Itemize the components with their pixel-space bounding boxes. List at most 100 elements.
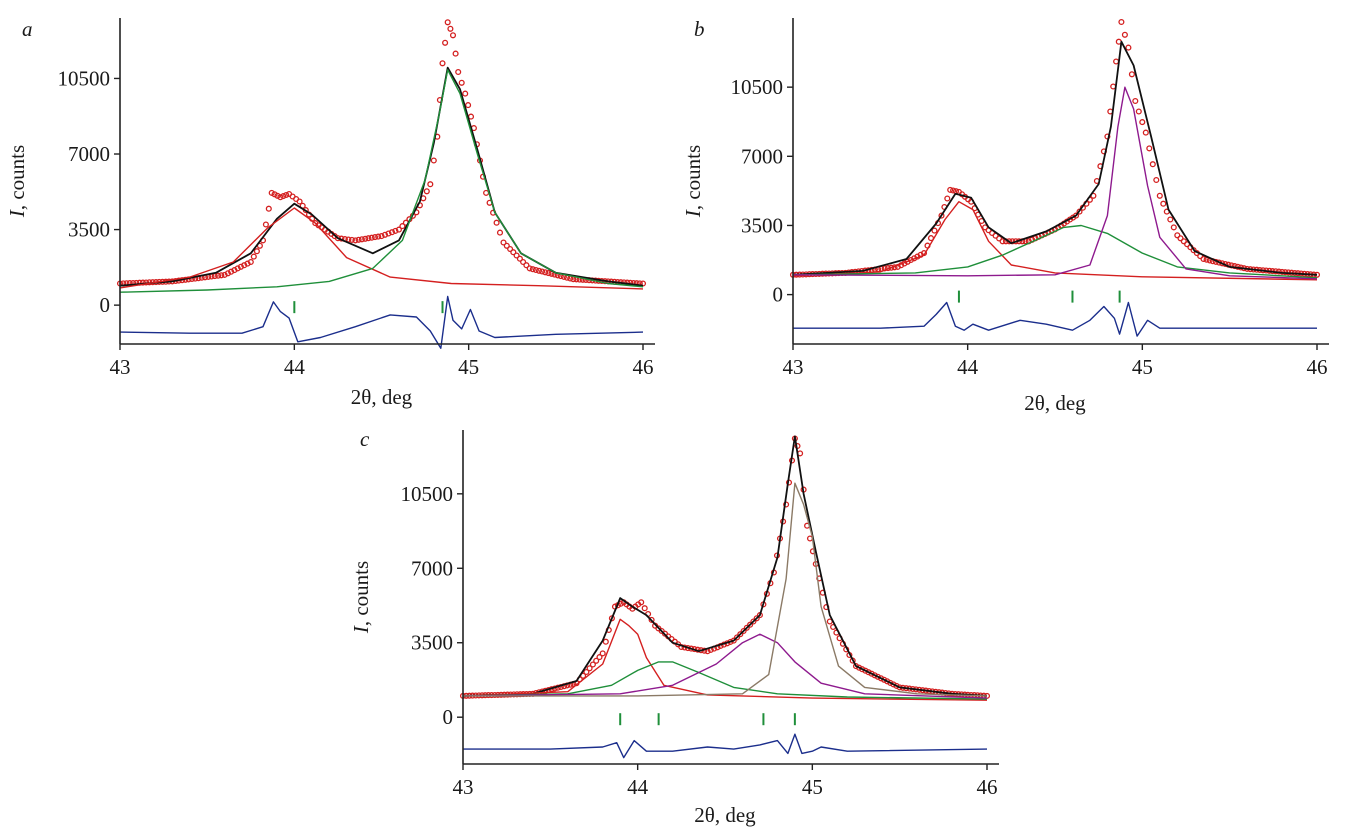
component-curve-5 — [463, 482, 988, 697]
observed-point — [268, 189, 275, 196]
component-curve-4 — [462, 633, 988, 699]
observed-point — [467, 113, 475, 120]
component-curve-2 — [462, 618, 988, 701]
y-tick-label: 10500 — [731, 75, 784, 99]
observed-point — [458, 79, 465, 86]
y-tick-label: 7000 — [411, 556, 453, 580]
x-tick-label: 45 — [458, 355, 479, 379]
observed-point — [884, 678, 891, 685]
observed-point — [247, 258, 254, 266]
x-tick-label: 45 — [1132, 355, 1153, 379]
panel-label: a — [22, 17, 33, 41]
observed-point — [265, 205, 272, 212]
observed-point — [375, 233, 382, 240]
y-tick-label: 0 — [443, 705, 454, 729]
observed-point — [999, 238, 1006, 245]
observed-point — [368, 234, 375, 241]
observed-point — [877, 675, 885, 682]
observed-point — [599, 650, 606, 657]
observed-point — [1113, 58, 1120, 65]
component-curve-3 — [462, 661, 988, 700]
observed-point — [1146, 145, 1153, 152]
y-tick-label: 3500 — [741, 213, 783, 237]
observed-point — [535, 267, 543, 274]
observed-point — [947, 186, 954, 193]
observed-point — [586, 665, 593, 672]
observed-point — [455, 68, 462, 76]
observed-points — [789, 18, 1321, 278]
observed-point — [1160, 200, 1167, 207]
y-axis-title-unit: , counts — [5, 145, 29, 210]
x-tick-label: 44 — [627, 775, 649, 799]
observed-point — [529, 266, 536, 273]
observed-point — [423, 188, 430, 195]
observed-point — [938, 212, 945, 219]
x-tick-label: 44 — [957, 355, 979, 379]
y-tick-label: 7000 — [741, 144, 783, 168]
observed-point — [507, 245, 514, 253]
y-axis-title-unit: , counts — [349, 561, 373, 626]
observed-point — [931, 227, 938, 234]
observed-point — [944, 195, 951, 202]
observed-point — [852, 663, 860, 670]
observed-point — [503, 242, 510, 249]
x-tick-label: 46 — [633, 355, 654, 379]
observed-point — [740, 627, 747, 635]
observed-point — [395, 226, 402, 233]
y-axis-title-symbol: I — [349, 625, 373, 634]
observed-point — [750, 618, 757, 625]
observed-point — [427, 181, 434, 188]
y-tick-label: 0 — [773, 283, 784, 307]
observed-point — [277, 194, 284, 201]
observed-point — [500, 239, 507, 246]
component-curve-3 — [792, 224, 1318, 279]
observed-point — [496, 229, 504, 236]
y-tick-label: 10500 — [58, 66, 111, 90]
observed-point — [856, 664, 863, 671]
observed-point — [215, 272, 222, 279]
observed-point — [539, 268, 546, 275]
observed-point — [733, 634, 741, 641]
observed-point — [1072, 212, 1080, 219]
y-axis-title: I, counts — [681, 145, 705, 218]
observed-point — [449, 32, 457, 39]
x-tick-label: 43 — [110, 355, 131, 379]
observed-point — [1118, 18, 1125, 26]
panel-label: c — [360, 427, 370, 451]
observed-point — [447, 25, 454, 32]
observed-point — [639, 280, 647, 287]
observed-point — [596, 654, 603, 661]
observed-point — [583, 668, 590, 676]
observed-point — [283, 191, 290, 199]
observed-point — [442, 39, 449, 46]
observed-point — [1231, 263, 1238, 270]
x-axis-title: 2θ, deg — [351, 385, 413, 409]
component-curve-3 — [119, 69, 644, 293]
observed-point — [352, 237, 359, 244]
observed-point — [743, 624, 750, 631]
observed-point — [641, 605, 648, 612]
observed-point — [1149, 161, 1156, 168]
x-tick-label: 46 — [1307, 355, 1328, 379]
observed-point — [274, 192, 281, 199]
observed-point — [1006, 238, 1013, 245]
panel-b: 43 44 45 46 0 3500 7000 10500 2θ, deg I, counts b — [681, 17, 1329, 415]
observed-point — [1156, 192, 1163, 199]
y-tick-label: 7000 — [68, 142, 110, 166]
y-axis-title: I, counts — [349, 561, 373, 634]
observed-point — [250, 253, 257, 260]
observed-point — [1177, 235, 1184, 242]
observed-point — [532, 266, 539, 274]
observed-point — [1200, 255, 1207, 263]
observed-point — [747, 621, 754, 628]
observed-point — [862, 667, 869, 674]
observed-point — [523, 262, 530, 269]
observed-point — [1142, 129, 1149, 136]
x-tick-label: 43 — [453, 775, 474, 799]
observed-point — [602, 638, 609, 645]
component-curve-2 — [119, 207, 644, 290]
observed-points — [459, 435, 991, 699]
y-tick-label: 3500 — [411, 631, 453, 655]
observed-point — [381, 231, 389, 238]
